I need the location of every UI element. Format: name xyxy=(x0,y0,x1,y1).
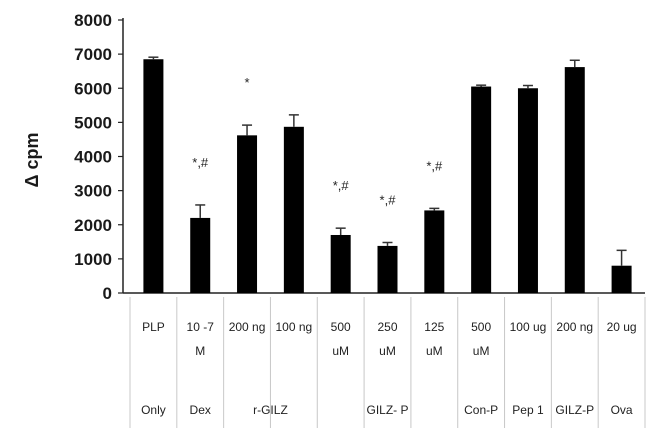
category-label: 100 ug xyxy=(510,320,547,334)
bar xyxy=(564,67,585,293)
significance-annotation: * xyxy=(245,75,250,90)
bars: *,# * *,# *,# *,# xyxy=(143,56,632,294)
y-tick-label: 0 xyxy=(103,284,112,303)
bar xyxy=(424,210,445,293)
category-label: M xyxy=(195,344,205,358)
group-label: r-GILZ xyxy=(253,403,288,417)
bar xyxy=(143,59,164,294)
category-label: 100 ng xyxy=(276,320,313,334)
category-label: 10 -7 xyxy=(187,320,215,334)
group-label: GILZ- P xyxy=(366,403,408,417)
bar xyxy=(237,135,258,293)
y-tick-label: 1000 xyxy=(74,250,112,269)
category-label: 500 xyxy=(331,320,351,334)
y-tick-label: 7000 xyxy=(74,45,112,64)
group-label: Only xyxy=(141,403,166,417)
group-label: Dex xyxy=(190,403,211,417)
category-label: uM xyxy=(473,344,490,358)
group-label: Pep 1 xyxy=(512,403,544,417)
group-label: GILZ-P xyxy=(555,403,594,417)
category-label: uM xyxy=(426,344,443,358)
y-tick-label: 6000 xyxy=(74,79,112,98)
bar xyxy=(190,217,211,293)
bar xyxy=(377,245,398,293)
category-label: PLP xyxy=(142,320,165,334)
category-label: 200 ng xyxy=(556,320,593,334)
category-label: 20 ug xyxy=(607,320,637,334)
bar xyxy=(517,88,538,293)
significance-annotation: *,# xyxy=(380,192,397,207)
category-label: uM xyxy=(332,344,349,358)
category-label: 125 xyxy=(424,320,444,334)
group-label: Ova xyxy=(611,403,633,417)
y-tick-label: 4000 xyxy=(74,148,112,167)
significance-annotation: *,# xyxy=(333,178,350,193)
bar xyxy=(471,86,492,293)
y-tick-label: 3000 xyxy=(74,182,112,201)
category-label: 250 xyxy=(377,320,397,334)
bar xyxy=(283,126,304,293)
significance-annotation: *,# xyxy=(192,155,209,170)
category-label: 500 xyxy=(471,320,491,334)
significance-annotation: *,# xyxy=(426,158,443,173)
bar xyxy=(611,265,632,293)
y-tick-label: 5000 xyxy=(74,113,112,132)
group-label: Con-P xyxy=(464,403,498,417)
y-tick-label: 8000 xyxy=(74,11,112,30)
bar xyxy=(330,234,351,293)
y-axis: 0 1000 2000 3000 4000 5000 6000 7000 8000 xyxy=(74,11,645,303)
category-labels: PLP 10 -7 M 200 ng 100 ng 500 uM 250 uM 125 uM 500 u… xyxy=(129,297,646,428)
y-axis-label: Δ cpm xyxy=(22,133,42,188)
y-tick-label: 2000 xyxy=(74,216,112,235)
category-label: uM xyxy=(379,344,396,358)
category-label: 200 ng xyxy=(229,320,266,334)
